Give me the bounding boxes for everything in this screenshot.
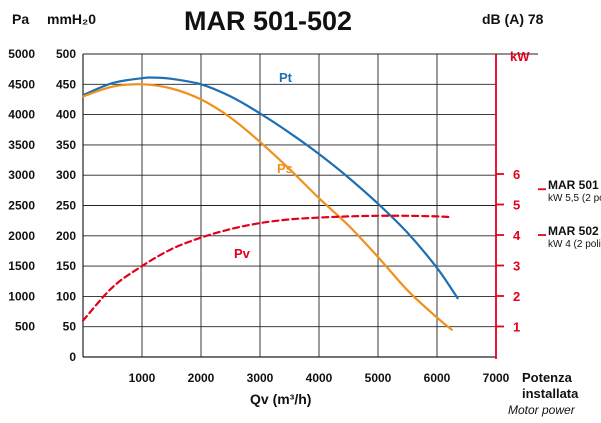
series-line-ps	[81, 83, 453, 331]
x-axis-title: Qv (m³/h)	[250, 391, 311, 407]
axis-title-pa: Pa	[12, 11, 29, 27]
tick-label-kw: 1	[513, 320, 520, 335]
tick-label-kw: 3	[513, 259, 520, 274]
series-line-pv	[81, 214, 450, 322]
series-lines	[81, 76, 459, 331]
tick-label-pa: 1500	[8, 259, 35, 273]
series-line-pt	[81, 76, 459, 300]
tick-label-mmh2o: 500	[56, 47, 76, 61]
tick-label-mmh2o: 200	[56, 229, 76, 243]
tick-label-pa: 500	[15, 320, 35, 334]
tick-label-pa: 2500	[8, 199, 35, 213]
motor-spec: kW 4 (2 poli)	[548, 239, 601, 250]
tick-label-x: 1000	[129, 371, 156, 385]
tick-label-mmh2o: 350	[56, 138, 76, 152]
tick-label-mmh2o: 100	[56, 289, 76, 303]
footer-label-line2: installata	[522, 386, 579, 401]
tick-label-pa: 4500	[8, 77, 35, 91]
chart-title: MAR 501-502	[184, 6, 352, 36]
motor-name: MAR 502	[548, 224, 599, 238]
noise-level: dB (A) 78	[482, 11, 544, 27]
tick-label-pa: 3500	[8, 138, 35, 152]
tick-label-kw: 4	[513, 228, 521, 243]
plot-grid	[82, 53, 538, 359]
series-label-pv: Pv	[234, 246, 251, 261]
tick-label-mmh2o: 450	[56, 77, 76, 91]
tick-label-mmh2o: 300	[56, 168, 76, 182]
tick-label-pa: 4000	[8, 108, 35, 122]
tick-label-x: 3000	[247, 371, 274, 385]
tick-label-x: 5000	[365, 371, 392, 385]
tick-label-mmh2o: 400	[56, 108, 76, 122]
tick-label-pa: 3000	[8, 168, 35, 182]
series-label-pt: Pt	[279, 70, 293, 85]
tick-label-mmh2o: 250	[56, 199, 76, 213]
tick-label-x: 7000	[483, 371, 510, 385]
tick-label-pa: 5000	[8, 47, 35, 61]
footer-sub: Motor power	[508, 403, 576, 417]
series-label-ps: Ps	[277, 161, 293, 176]
series-labels: Pt Ps Pv	[234, 70, 293, 261]
tick-label-kw: 5	[513, 198, 520, 213]
tick-label-kw: 2	[513, 289, 520, 304]
motor-spec: kW 5,5 (2 poli)	[548, 193, 601, 204]
tick-label-pa: 1000	[8, 289, 35, 303]
tick-label-kw: 6	[513, 167, 520, 182]
tick-label-mmh2o: 0	[69, 350, 76, 364]
axis-title-mmh2o: mmH₂0	[47, 11, 96, 27]
axis-title-kw: kW	[510, 49, 530, 64]
tick-label-pa: 2000	[8, 229, 35, 243]
motor-name: MAR 501	[548, 178, 599, 192]
tick-label-mmh2o: 150	[56, 259, 76, 273]
tick-label-mmh2o: 50	[63, 320, 77, 334]
axis-ticks: 0501001502002503003504004505005001000150…	[8, 47, 530, 385]
tick-label-x: 4000	[306, 371, 333, 385]
footer-label-line1: Potenza	[522, 370, 573, 385]
tick-label-x: 6000	[424, 371, 451, 385]
tick-label-x: 2000	[188, 371, 215, 385]
